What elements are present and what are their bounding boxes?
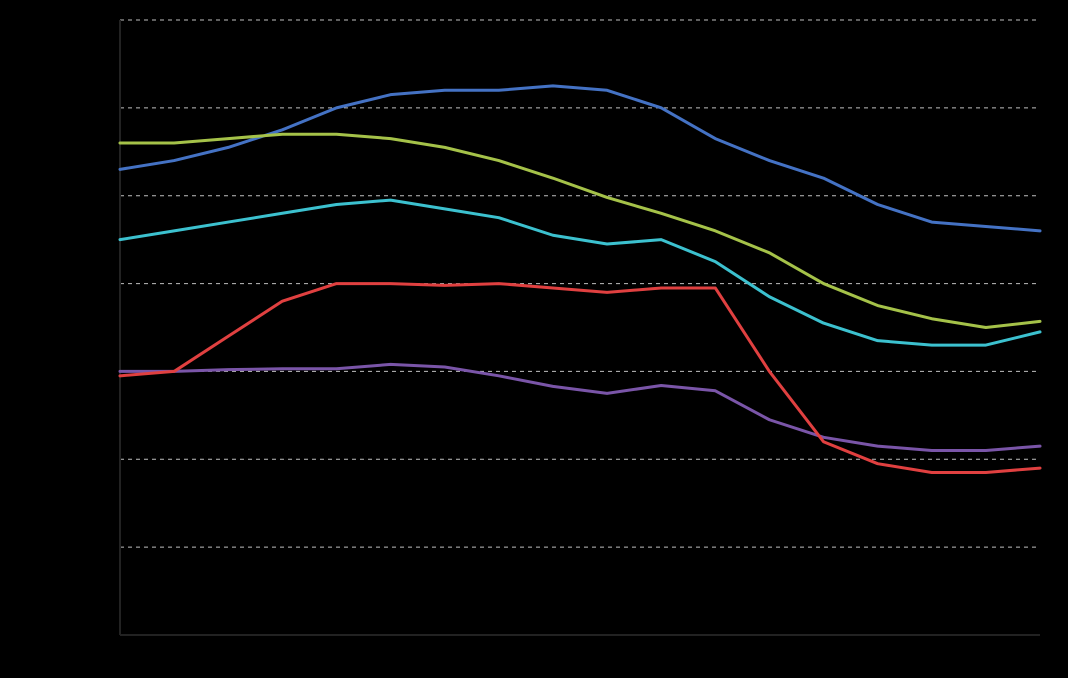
line-chart — [0, 0, 1068, 678]
chart-svg — [0, 0, 1068, 678]
